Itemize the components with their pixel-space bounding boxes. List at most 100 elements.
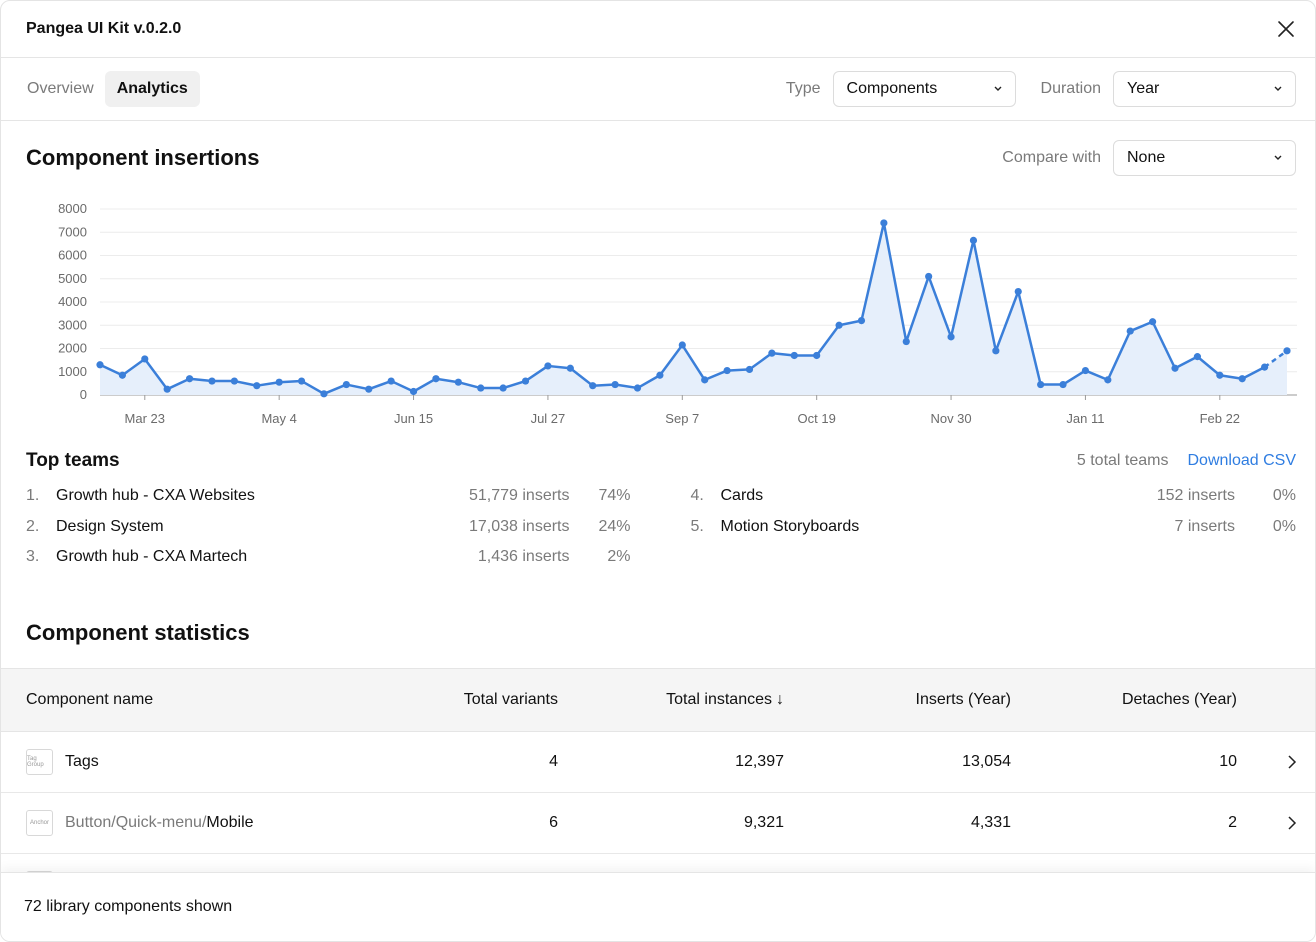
x-tick-label: Jun 15 [394, 411, 433, 426]
data-point [275, 378, 283, 386]
table-row[interactable]: Anchor Button/Quick-menu/Mobile 6 9,321 … [1, 793, 1315, 854]
insertions-title: Component insertions [26, 145, 260, 170]
total-teams-count: 5 total teams [1076, 452, 1169, 469]
col-header-instances[interactable]: Total instances ↓ [558, 691, 784, 709]
y-tick-label: 2000 [58, 341, 87, 356]
col-header-instances-label: Total instances [666, 690, 772, 708]
modal-footer: 72 library components shown [1, 872, 1315, 941]
team-rank: 3. [26, 548, 40, 566]
data-point [1081, 366, 1090, 375]
col-header-inserts[interactable]: Inserts (Year) [915, 690, 1011, 708]
type-label: Type [785, 80, 821, 97]
insertions-chart: 0 1000 2000 3000 4000 5000 6000 7000 8000 Mar 23 M… [1, 195, 1315, 441]
x-tick-label: Oct 19 [798, 411, 836, 426]
modal-header: Pangea UI Kit v.0.2.0 [1, 1, 1315, 58]
data-point [701, 376, 709, 384]
y-tick-label: 6000 [58, 248, 87, 263]
compare-select-value: None [1127, 149, 1166, 166]
data-point [208, 377, 216, 385]
top-teams-list: 1. Growth hub - CXA Websites 51,779 inse… [1, 481, 1315, 573]
data-point [633, 384, 642, 392]
close-button[interactable] [1271, 14, 1301, 44]
team-inserts: 51,779 inserts [468, 487, 570, 505]
y-tick-label: 0 [80, 387, 87, 402]
top-teams-left-column: 1. Growth hub - CXA Websites 51,779 inse… [26, 481, 631, 573]
tab-overview[interactable]: Overview [27, 80, 94, 97]
close-icon [1278, 21, 1294, 37]
y-tick-label: 7000 [58, 224, 87, 239]
data-point [813, 351, 821, 360]
components-shown-count: 72 library components shown [24, 898, 233, 915]
modal-title: Pangea UI Kit v.0.2.0 [26, 20, 182, 37]
x-tick-label: Jan 11 [1066, 411, 1104, 426]
cell-instances: 9,321 [743, 813, 784, 831]
data-point [745, 365, 754, 374]
data-point [880, 219, 888, 227]
data-point [544, 362, 552, 370]
data-point [477, 384, 485, 392]
compare-select[interactable]: None [1113, 140, 1296, 176]
type-select[interactable]: Components [832, 71, 1016, 107]
component-thumbnail: Anchor [26, 809, 53, 836]
data-point [454, 378, 462, 386]
data-point [992, 347, 1000, 355]
download-csv-link[interactable]: Download CSV [1187, 452, 1297, 469]
data-point [432, 375, 440, 383]
team-rank: 2. [26, 517, 40, 535]
filters: Type Components Duration Year [786, 71, 1296, 107]
data-point [342, 380, 350, 389]
data-point [253, 382, 261, 390]
cell-instances: 12,397 [735, 752, 784, 770]
x-tick-label: May 4 [261, 411, 296, 426]
thumbnail-text: Anchor [29, 819, 49, 826]
data-point [1014, 287, 1022, 296]
table-header: Component name Total variants Total inst… [1, 668, 1315, 732]
x-tick-label: Nov 30 [930, 411, 971, 426]
col-header-variants[interactable]: Total variants [463, 690, 558, 708]
component-thumbnail: Tag Group [26, 748, 53, 775]
x-tick-label: Jul 27 [531, 411, 566, 426]
data-point [365, 385, 373, 393]
insertions-line-chart: 0 1000 2000 3000 4000 5000 6000 7000 8000 Mar 23 M… [58, 201, 1297, 426]
data-point [409, 387, 418, 396]
data-point [969, 236, 978, 244]
team-row: 2. Design System 17,038 inserts 24% [26, 512, 631, 543]
col-header-detaches[interactable]: Detaches (Year) [1121, 690, 1237, 708]
component-name: Mobile [206, 813, 254, 831]
chevron-down-icon [1274, 155, 1282, 160]
chevron-right-icon [1288, 754, 1297, 769]
x-tick-label: Mar 23 [125, 411, 165, 426]
cell-variants: 4 [549, 752, 558, 770]
data-point [1059, 380, 1067, 389]
thumbnail-text: Tag Group [27, 755, 44, 768]
data-point [320, 390, 328, 398]
table-row[interactable]: Tag Group Tags 4 12,397 13,054 10 [1, 732, 1315, 793]
team-inserts: 7 inserts [1174, 517, 1235, 535]
team-row: 4. Cards 152 inserts 0% [691, 481, 1297, 512]
team-name: Growth hub - CXA Websites [56, 487, 255, 505]
col-header-name[interactable]: Component name [26, 690, 154, 708]
data-point [141, 355, 149, 363]
team-percent: 2% [607, 548, 631, 566]
top-teams-title: Top teams [26, 450, 120, 471]
tab-analytics[interactable]: Analytics [104, 71, 200, 107]
team-percent: 24% [598, 517, 631, 535]
type-select-value: Components [846, 80, 938, 97]
component-name: Tags [65, 752, 99, 770]
team-name: Cards [720, 487, 764, 505]
team-name: Design System [56, 517, 164, 535]
team-inserts: 17,038 inserts [468, 517, 570, 535]
duration-select[interactable]: Year [1113, 71, 1296, 107]
data-point [1283, 347, 1291, 355]
cell-variants: 6 [549, 813, 558, 831]
tabs: Overview Analytics [18, 71, 200, 107]
stats-header: Component statistics [1, 573, 1315, 668]
data-point [1216, 371, 1224, 379]
team-percent: 0% [1272, 517, 1296, 535]
data-point [230, 377, 238, 385]
team-row: 1. Growth hub - CXA Websites 51,779 inse… [26, 481, 631, 512]
component-stats-table: Component name Total variants Total inst… [1, 667, 1315, 915]
data-point [656, 371, 664, 379]
team-rank: 1. [26, 487, 40, 505]
